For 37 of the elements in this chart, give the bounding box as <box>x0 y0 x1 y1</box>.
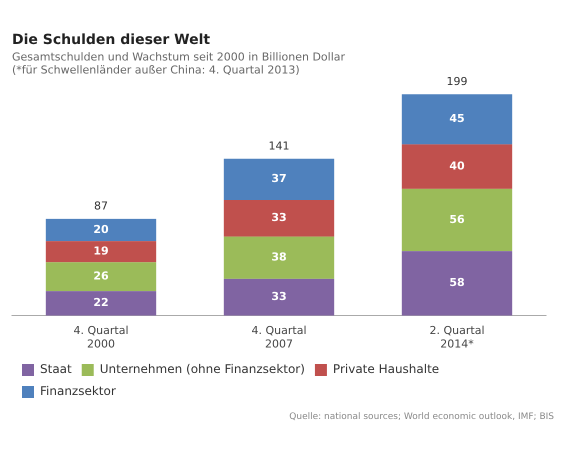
x-tick-label: 4. Quartal 2007 <box>252 324 306 350</box>
bar <box>224 158 334 200</box>
legend-label: Finanzsektor <box>40 384 116 398</box>
total-label: 141 <box>268 140 290 153</box>
data-label: 33 <box>271 211 287 224</box>
data-label: 56 <box>449 212 465 226</box>
data-label: 37 <box>271 172 287 186</box>
bar <box>224 200 334 237</box>
data-label: 58 <box>449 276 465 290</box>
bar <box>224 236 334 279</box>
total-label: 199 <box>446 75 468 88</box>
bar <box>46 262 156 292</box>
data-label: 45 <box>449 112 465 126</box>
bar <box>402 188 512 252</box>
x-tick-label: 4. Quartal 2000 <box>74 324 128 350</box>
chart-title: Die Schulden dieser Welt <box>12 32 210 48</box>
total-label: 87 <box>94 200 108 213</box>
data-label: 38 <box>271 250 287 264</box>
data-label: 33 <box>271 290 287 304</box>
bar <box>402 94 512 144</box>
legend-label: Private Haushalte <box>332 362 440 376</box>
data-label: 22 <box>93 296 109 310</box>
data-label: 26 <box>93 270 109 283</box>
source-note: Quelle: national sources; World economic outlook, IMF; BIS <box>288 412 554 422</box>
bar <box>46 241 156 262</box>
bar <box>402 251 512 316</box>
legend-label: Staat <box>40 362 72 376</box>
x-tick-label: 2. Quartal 2014* <box>430 324 484 350</box>
bar <box>224 278 334 316</box>
data-label: 40 <box>449 159 465 172</box>
bar <box>402 144 512 189</box>
data-label: 20 <box>93 222 109 236</box>
legend-label: Unternehmen (ohne Finanzsektor) <box>100 362 305 376</box>
bar <box>46 291 156 316</box>
chart-subtitle: Gesamtschulden und Wachstum seit 2000 in Billionen Dollar (*für Schwellenländer außer China: 4. Quartal 2013) <box>12 50 346 76</box>
data-label: 19 <box>93 244 109 258</box>
bar <box>46 218 156 242</box>
